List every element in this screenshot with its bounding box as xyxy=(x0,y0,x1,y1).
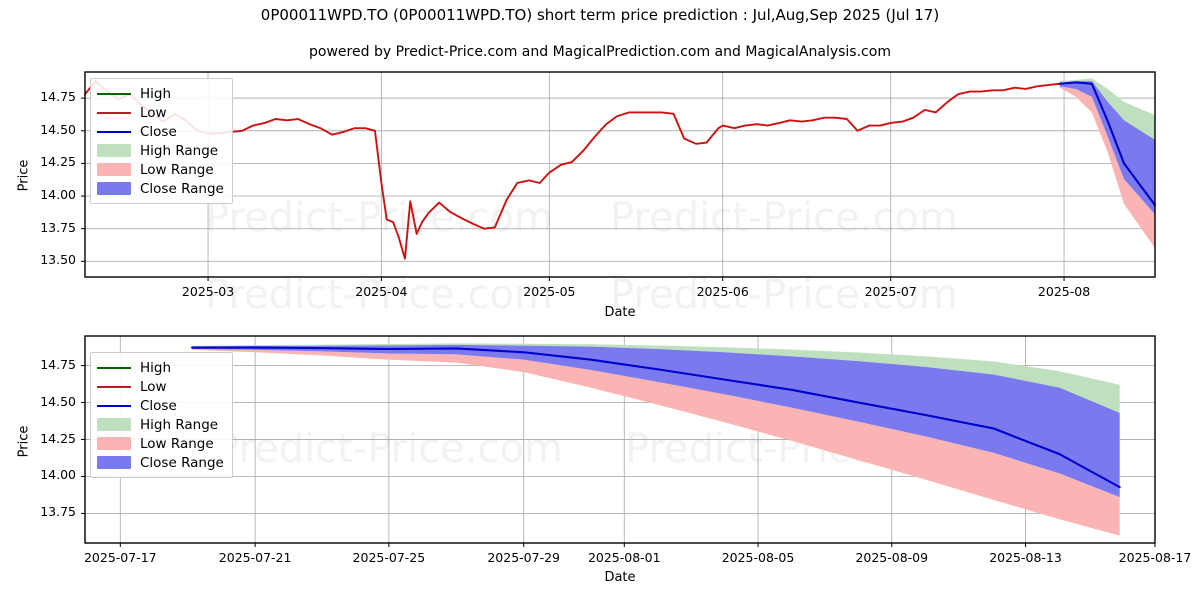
legend-label: Low Range xyxy=(140,161,214,178)
top-chart-x-tick-label: 2025-06 xyxy=(696,284,749,299)
top-chart-y-tick-label: 14.50 xyxy=(40,121,76,137)
top-legend-item: Close Range xyxy=(97,179,224,198)
top-legend-item: High xyxy=(97,84,224,103)
bottom-chart-close-forecast-line xyxy=(190,346,1121,489)
top-chart-y-tick-label: 13.50 xyxy=(40,252,76,268)
top-legend-item: Close xyxy=(97,122,224,141)
bottom-chart-x-tick-label: 2025-08-13 xyxy=(989,550,1062,565)
legend-swatch-close-range-icon xyxy=(97,456,131,469)
bottom-chart-x-tick-label: 2025-08-09 xyxy=(855,550,929,565)
legend-swatch-close-icon xyxy=(97,399,131,412)
top-chart-y-tick-label: 13.75 xyxy=(40,219,76,235)
page-title: 0P00011WPD.TO (0P00011WPD.TO) short term… xyxy=(260,6,940,24)
top-chart-x-tick-label: 2025-03 xyxy=(181,284,235,299)
legend-label: Close Range xyxy=(140,454,224,471)
legend-label: Close Range xyxy=(140,180,224,197)
legend-label: High xyxy=(140,359,172,376)
top-chart-close-range-band xyxy=(1059,81,1155,215)
bottom-legend-item: Close xyxy=(97,396,224,415)
bottom-legend-item: Low Range xyxy=(97,434,224,453)
top-chart-x-tick-label: 2025-05 xyxy=(523,284,576,299)
bottom-chart-x-tick-label: 2025-07-17 xyxy=(83,550,157,565)
legend-label: Close xyxy=(140,123,177,140)
bottom-chart-high-range-band xyxy=(192,343,1120,413)
top-legend-item: Low xyxy=(97,103,224,122)
legend-swatch-low-range-icon xyxy=(97,163,131,176)
top-chart-close-forecast-line xyxy=(1058,81,1157,207)
bottom-chart-y-tick-label: 14.00 xyxy=(40,467,76,483)
bottom-chart-x-tick-label: 2025-07-29 xyxy=(487,550,561,565)
top-chart-x-tick-label: 2025-04 xyxy=(355,284,408,299)
bottom-chart-x-tick-label: 2025-07-25 xyxy=(352,550,426,565)
svg-text:Predict-Price.com: Predict-Price.com xyxy=(610,272,958,316)
top-chart-y-tick-label: 14.25 xyxy=(40,154,76,170)
top-chart-svg: Predict-Price.com Predict-Price.com Predic… xyxy=(81,71,1157,316)
bottom-chart-panel: Predict-Price.com Predict-Price.com xyxy=(0,330,1200,550)
legend-swatch-high-range-icon xyxy=(97,144,131,157)
bottom-chart-x-tick-label: 2025-08-01 xyxy=(587,550,661,565)
bottom-chart-x-tick-label: 2025-08-17 xyxy=(1118,550,1192,565)
top-chart-legend: High Low Close High Range Low Range Close Ran… xyxy=(90,78,233,204)
top-chart-low-range-band xyxy=(1059,86,1155,249)
top-chart-panel: Predict-Price.com Predict-Price.com Predic… xyxy=(0,66,1200,316)
top-chart-x-tick-label: 2025-07 xyxy=(864,284,917,299)
bottom-chart-x-axis-label: Date xyxy=(604,570,636,585)
legend-label: Low xyxy=(140,104,167,121)
svg-text:Predict-Price.com: Predict-Price.com xyxy=(205,272,553,316)
legend-swatch-high-icon xyxy=(97,361,131,374)
bottom-legend-item: High Range xyxy=(97,415,224,434)
top-chart-y-tick-label: 14.75 xyxy=(40,89,76,105)
bottom-legend-item: Low xyxy=(97,377,224,396)
bottom-chart-legend: High Low Close High Range Low Range Close Ran… xyxy=(90,352,233,478)
bottom-chart-low-range-band xyxy=(192,349,1120,536)
bottom-chart-y-tick-label: 14.25 xyxy=(40,430,76,446)
legend-swatch-high-range-icon xyxy=(97,418,131,431)
legend-swatch-low-range-icon xyxy=(97,437,131,450)
bottom-chart-y-tick-label: 14.50 xyxy=(40,393,76,409)
bottom-chart-x-tick-label: 2025-08-05 xyxy=(721,550,795,565)
legend-swatch-low-icon xyxy=(97,380,131,393)
bottom-legend-item: High xyxy=(97,358,224,377)
legend-label: Low xyxy=(140,378,167,395)
legend-swatch-low-icon xyxy=(97,106,131,119)
legend-label: High xyxy=(140,85,172,102)
top-chart-high-range-band xyxy=(1059,78,1155,140)
top-legend-item: High Range xyxy=(97,141,224,160)
bottom-chart-svg: Predict-Price.com Predict-Price.com xyxy=(81,335,1156,547)
svg-text:Predict-Price.com: Predict-Price.com xyxy=(610,195,958,241)
legend-swatch-close-icon xyxy=(97,125,131,138)
legend-swatch-close-range-icon xyxy=(97,182,131,195)
bottom-chart-y-tick-label: 13.75 xyxy=(40,504,76,520)
legend-label: Low Range xyxy=(140,435,214,452)
bottom-chart-y-tick-label: 14.75 xyxy=(40,356,76,372)
page-subtitle: powered by Predict-Price.com and Magical… xyxy=(309,44,891,60)
bottom-chart-x-tick-label: 2025-07-21 xyxy=(218,550,292,565)
top-legend-item: Low Range xyxy=(97,160,224,179)
svg-text:Predict-Price.com: Predict-Price.com xyxy=(205,195,553,241)
top-chart-x-tick-label: 2025-08 xyxy=(1037,284,1091,299)
legend-label: High Range xyxy=(140,416,219,433)
top-chart-low-history-line xyxy=(84,80,1061,260)
legend-label: Close xyxy=(140,397,177,414)
bottom-legend-item: Close Range xyxy=(97,453,224,472)
legend-swatch-high-icon xyxy=(97,87,131,100)
top-chart-y-tick-label: 14.00 xyxy=(40,187,76,203)
bottom-chart-close-range-band xyxy=(192,344,1120,498)
legend-label: High Range xyxy=(140,142,219,159)
top-chart-x-axis-label: Date xyxy=(604,305,636,320)
